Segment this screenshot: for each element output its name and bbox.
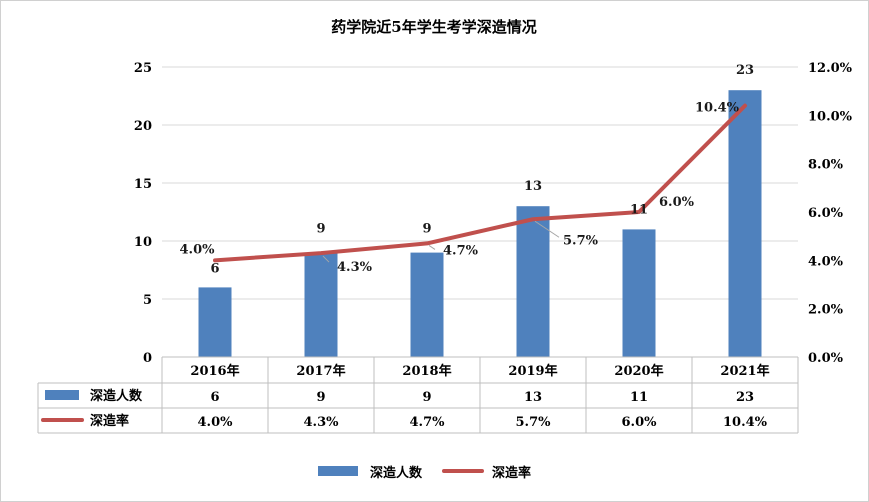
- table-cell: 6.0%: [622, 415, 658, 430]
- left-tick-label: 25: [134, 61, 152, 76]
- rate-value-label: 5.7%: [563, 233, 599, 248]
- table-cell: 9: [316, 390, 325, 405]
- bar: [728, 90, 762, 357]
- right-tick-label: 6.0%: [808, 206, 844, 221]
- table-cell: 4.0%: [198, 415, 234, 430]
- legend-bar-swatch: [318, 466, 358, 476]
- rate-line: [213, 103, 747, 263]
- category-label: 2018年: [402, 363, 451, 379]
- gridlines: [162, 66, 798, 300]
- left-tick-label: 5: [143, 293, 152, 308]
- rate-value-label: 4.7%: [443, 243, 479, 258]
- left-tick-label: 20: [134, 119, 152, 134]
- legend-bar-label: 深造人数: [370, 465, 423, 481]
- left-tick-label: 10: [134, 235, 152, 250]
- right-tick-label: 4.0%: [808, 254, 844, 269]
- rate-value-label: 10.4%: [695, 101, 740, 116]
- bar-key: [45, 390, 79, 400]
- category-label: 2021年: [720, 363, 769, 379]
- row-header: 深造率: [90, 413, 129, 429]
- bar: [622, 229, 656, 357]
- category-label: 2017年: [296, 363, 345, 379]
- row-header: 深造人数: [90, 388, 143, 404]
- leader-line: [322, 255, 330, 263]
- left-tick-label: 0: [143, 351, 152, 366]
- table-cell: 5.7%: [516, 415, 552, 430]
- legend-line-label: 深造率: [492, 465, 531, 481]
- line-series: [213, 103, 747, 263]
- bar-series: [198, 90, 762, 357]
- left-axis: 0 5 10 15 20 25: [134, 61, 152, 366]
- bar-value-label: 9: [316, 222, 325, 237]
- table-cell: 6: [210, 390, 219, 405]
- table-cell: 10.4%: [723, 415, 768, 430]
- right-tick-label: 2.0%: [808, 303, 844, 318]
- bar: [410, 252, 444, 357]
- table-cell: 23: [736, 390, 754, 405]
- right-tick-label: 8.0%: [808, 158, 844, 173]
- bar: [198, 287, 232, 357]
- bar-value-label: 11: [630, 202, 648, 217]
- right-axis: 0.0% 2.0% 4.0% 6.0% 8.0% 10.0% 12.0%: [808, 61, 853, 366]
- table-cell: 9: [422, 390, 431, 405]
- bar-value-label: 23: [736, 63, 754, 78]
- table-cell: 11: [630, 390, 648, 405]
- rate-value-label: 6.0%: [659, 195, 695, 210]
- table-cell: 13: [524, 390, 542, 405]
- bar: [304, 252, 338, 357]
- rate-value-label: 4.0%: [180, 242, 216, 257]
- leader-line: [428, 245, 436, 250]
- right-tick-label: 0.0%: [808, 351, 844, 366]
- rate-value-label: 4.3%: [337, 260, 373, 275]
- leader-line: [534, 220, 560, 238]
- chart-title: 药学院近5年学生考学深造情况: [331, 18, 536, 36]
- legend: 深造人数 深造率: [318, 465, 531, 481]
- bar-value-label: 9: [422, 222, 431, 237]
- table-cell: 4.3%: [304, 415, 340, 430]
- bar-value-label: 13: [524, 179, 542, 194]
- right-tick-label: 12.0%: [808, 61, 853, 76]
- table-cell: 4.7%: [410, 415, 446, 430]
- data-labels: 6 9 9 13 11 23 4.0% 4.3% 4.7% 5.7% 6.0% 10.4%: [180, 63, 755, 276]
- category-label: 2019年: [508, 363, 557, 379]
- bar: [516, 206, 550, 357]
- bar-value-label: 6: [210, 261, 219, 276]
- category-label: 2016年: [190, 363, 239, 379]
- category-label: 2020年: [614, 363, 663, 379]
- right-tick-label: 10.0%: [808, 109, 853, 124]
- left-tick-label: 15: [134, 177, 152, 192]
